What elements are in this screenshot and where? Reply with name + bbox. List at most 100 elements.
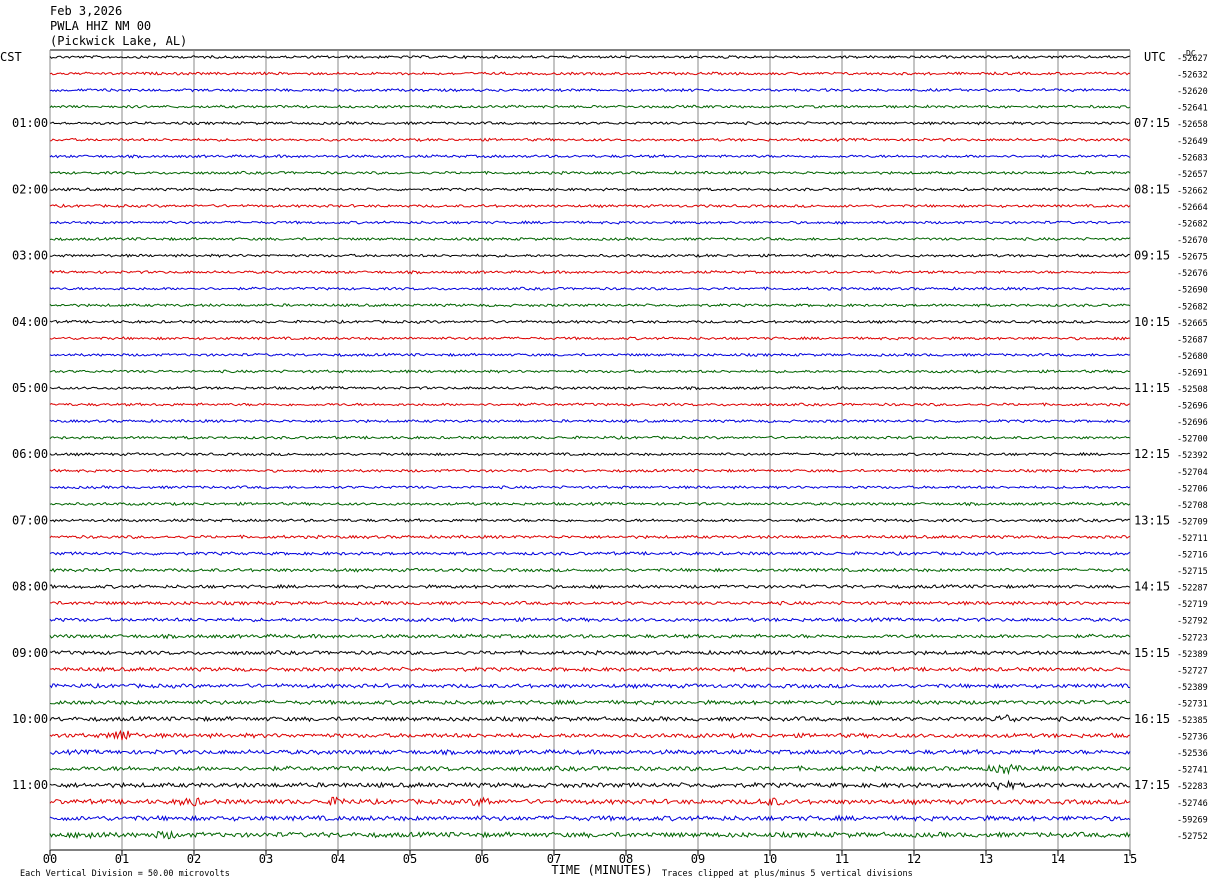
x-tick-label: 01 bbox=[115, 852, 129, 866]
trace-offset-label: -52792 bbox=[1177, 617, 1208, 627]
right-hour-label: 13:15 bbox=[1134, 513, 1170, 527]
trace-offset-label: -52680 bbox=[1177, 352, 1208, 362]
seismic-trace-line bbox=[49, 220, 1131, 225]
seismic-trace-line bbox=[50, 600, 1131, 606]
x-tick-label: 15 bbox=[1123, 852, 1137, 866]
seismic-trace-line bbox=[49, 54, 1131, 60]
dc-label: DC bbox=[1186, 49, 1196, 58]
seismic-trace-line bbox=[49, 699, 1131, 706]
trace-offset-label: -52287 bbox=[1177, 584, 1208, 594]
seismic-trace-line bbox=[49, 253, 1131, 258]
trace-offset-label: -52389 bbox=[1177, 650, 1208, 660]
trace-offset-label: -52536 bbox=[1177, 749, 1208, 759]
left-hour-label: 03:00 bbox=[12, 249, 48, 263]
trace-offset-label: -52715 bbox=[1177, 567, 1208, 577]
seismic-trace-line bbox=[49, 550, 1131, 556]
trace-offset-label: -52752 bbox=[1177, 832, 1208, 842]
trace-offset-label: -52670 bbox=[1177, 236, 1208, 246]
seismic-trace-line bbox=[49, 269, 1131, 275]
trace-offset-label: -52662 bbox=[1177, 186, 1208, 196]
trace-offset-label: -52665 bbox=[1177, 319, 1208, 329]
seismic-trace-line bbox=[49, 435, 1131, 440]
right-hour-label: 16:15 bbox=[1134, 712, 1170, 726]
right-hour-label: 14:15 bbox=[1134, 580, 1170, 594]
seismic-trace-line bbox=[49, 352, 1131, 358]
trace-offset-label: -52283 bbox=[1177, 782, 1208, 792]
seismic-trace-line bbox=[49, 729, 1131, 741]
seismic-trace-line bbox=[49, 682, 1130, 690]
left-hour-label: 10:00 bbox=[12, 712, 48, 726]
trace-offset-label: -52709 bbox=[1177, 517, 1208, 527]
trace-offset-label: -52687 bbox=[1177, 335, 1208, 345]
trace-offset-label: -52719 bbox=[1177, 600, 1208, 610]
seismic-trace-line bbox=[49, 71, 1131, 76]
seismic-trace-line bbox=[49, 616, 1131, 623]
station-code: PWLA HHZ NM 00 bbox=[50, 19, 152, 33]
seismic-trace-line bbox=[49, 468, 1131, 474]
seismic-trace-line bbox=[49, 369, 1131, 374]
trace-offset-label: -59269 bbox=[1177, 815, 1208, 825]
x-axis-title: TIME (MINUTES) bbox=[551, 863, 652, 877]
trace-offset-label: -52641 bbox=[1177, 104, 1208, 114]
trace-offset-label: -52716 bbox=[1177, 551, 1208, 561]
trace-offset-label: -52746 bbox=[1177, 799, 1208, 809]
seismic-trace-line bbox=[49, 203, 1131, 209]
seismic-trace-line bbox=[49, 534, 1131, 540]
seismic-traces bbox=[49, 54, 1131, 840]
x-tick-label: 10 bbox=[763, 852, 777, 866]
seismic-trace-line bbox=[49, 336, 1130, 341]
trace-offset-label: -52675 bbox=[1177, 253, 1208, 263]
seismic-trace-line bbox=[49, 187, 1131, 192]
trace-offset-label: -52691 bbox=[1177, 368, 1208, 378]
trace-offset-label: -52741 bbox=[1177, 766, 1208, 776]
trace-offset-label: -52723 bbox=[1177, 633, 1208, 643]
right-hour-label: 07:15 bbox=[1134, 116, 1170, 130]
trace-offset-label: -52706 bbox=[1177, 484, 1208, 494]
trace-offset-label: -52664 bbox=[1177, 203, 1208, 213]
trace-offset-label: -52711 bbox=[1177, 534, 1208, 544]
trace-offset-label: -52508 bbox=[1177, 385, 1208, 395]
axis-labels: -52627 -52632 -52620 -52641 -52658 -52649 -526… bbox=[0, 49, 1208, 879]
x-tick-label: 00 bbox=[43, 852, 57, 866]
plot-date: Feb 3,2026 bbox=[50, 4, 123, 18]
left-hour-label: 06:00 bbox=[12, 447, 48, 461]
seismic-trace-line bbox=[49, 649, 1131, 656]
trace-offset-label: -52620 bbox=[1177, 87, 1208, 97]
trace-offset-label: -52385 bbox=[1177, 716, 1208, 726]
seismic-trace-line bbox=[49, 518, 1131, 523]
trace-offset-label: -52389 bbox=[1177, 683, 1208, 693]
left-hour-label: 09:00 bbox=[12, 646, 48, 660]
trace-offset-label: -52690 bbox=[1177, 286, 1208, 296]
right-hour-label: 17:15 bbox=[1134, 778, 1170, 792]
seismic-trace-line bbox=[49, 385, 1131, 391]
seismic-trace-line bbox=[49, 567, 1131, 573]
left-hour-label: 05:00 bbox=[12, 381, 48, 395]
x-tick-label: 07 bbox=[547, 852, 561, 866]
clip-footnote: Traces clipped at plus/minus 5 vertical … bbox=[662, 869, 913, 879]
seismic-trace-line bbox=[49, 87, 1131, 93]
left-hour-label: 04:00 bbox=[12, 315, 48, 329]
trace-offset-label: -52649 bbox=[1177, 137, 1208, 147]
right-hour-label: 10:15 bbox=[1134, 315, 1170, 329]
x-tick-label: 03 bbox=[259, 852, 273, 866]
right-hour-label: 15:15 bbox=[1134, 646, 1170, 660]
seismic-trace-line bbox=[49, 485, 1131, 490]
seismic-trace-line bbox=[49, 402, 1131, 407]
trace-offset-label: -52676 bbox=[1177, 269, 1208, 279]
seismic-trace-line bbox=[49, 633, 1131, 640]
right-hour-label: 08:15 bbox=[1134, 182, 1170, 196]
trace-offset-label: -52736 bbox=[1177, 733, 1208, 743]
x-tick-label: 13 bbox=[979, 852, 993, 866]
seismic-trace-line bbox=[49, 763, 1131, 776]
seismic-trace-line bbox=[49, 501, 1131, 507]
seismic-trace-line bbox=[49, 104, 1131, 109]
seismic-trace-line bbox=[49, 137, 1131, 142]
left-hour-label: 01:00 bbox=[12, 116, 48, 130]
trace-offset-label: -52704 bbox=[1177, 468, 1208, 478]
seismic-trace-line bbox=[49, 154, 1131, 159]
seismic-trace-line bbox=[49, 170, 1131, 176]
right-hour-label: 09:15 bbox=[1134, 249, 1170, 263]
trace-offset-label: -52731 bbox=[1177, 699, 1208, 709]
trace-offset-label: -52682 bbox=[1177, 302, 1208, 312]
